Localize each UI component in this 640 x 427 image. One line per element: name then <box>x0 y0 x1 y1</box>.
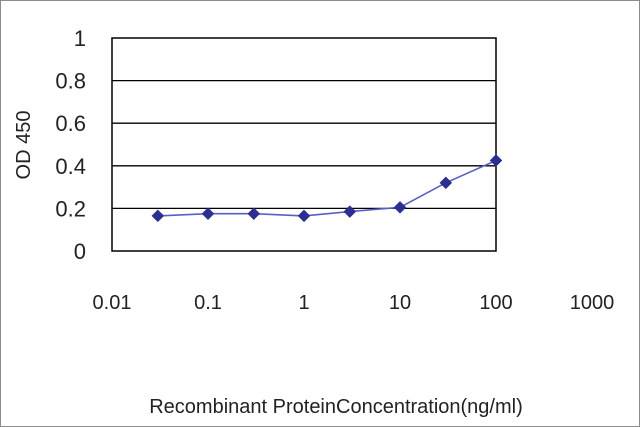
x-tick-label: 0.1 <box>194 292 222 314</box>
y-tick-labels: 0 0.2 0.4 0.6 0.8 1 <box>55 26 86 264</box>
data-point <box>297 209 311 223</box>
x-tick-label: 100 <box>479 292 512 314</box>
y-tick-label: 0.4 <box>55 154 86 179</box>
y-tick-label: 1 <box>74 26 86 51</box>
plot-area <box>111 37 497 252</box>
data-point <box>489 154 503 167</box>
data-point <box>393 200 407 214</box>
data-point <box>439 176 453 190</box>
y-tick-label: 0 <box>74 239 86 264</box>
y-tick-label: 0.6 <box>55 111 86 136</box>
data-point <box>247 207 261 221</box>
x-axis-title: Recombinant ProteinConcentration(ng/ml) <box>149 396 523 418</box>
series-group <box>151 154 503 223</box>
y-tick-label: 0.2 <box>55 196 86 221</box>
x-tick-label: 1000 <box>570 292 615 314</box>
x-tick-label: 1 <box>298 292 309 314</box>
data-point <box>201 207 215 221</box>
x-tick-labels: 0.01 0.1 1 10 100 1000 <box>93 292 615 314</box>
gridlines <box>112 79 496 210</box>
y-axis-title: OD 450 <box>13 111 35 180</box>
y-tick-label: 0.8 <box>55 69 86 94</box>
data-point <box>343 205 357 218</box>
series-line <box>157 159 497 217</box>
x-tick-label: 10 <box>389 292 411 314</box>
x-tick-label: 0.01 <box>93 292 132 314</box>
data-point <box>151 209 165 223</box>
